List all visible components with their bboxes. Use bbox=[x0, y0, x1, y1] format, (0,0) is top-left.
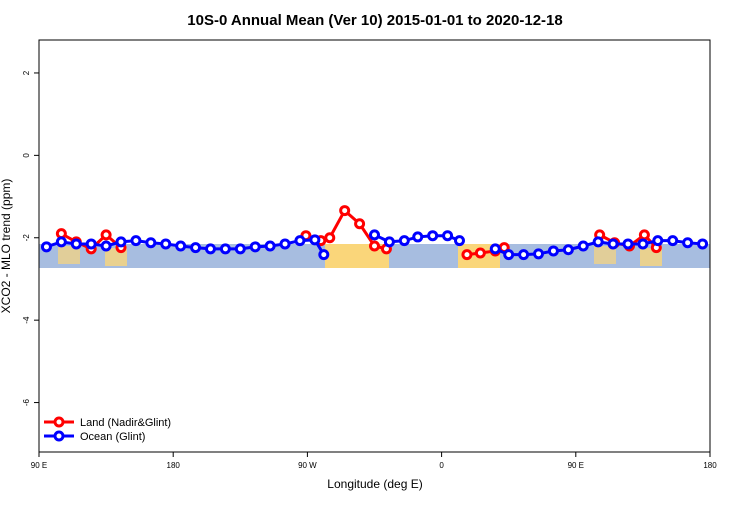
data-point bbox=[204, 243, 216, 255]
data-point bbox=[638, 229, 650, 241]
x-tick-label: 180 bbox=[167, 461, 181, 470]
plot-frame bbox=[38, 39, 711, 453]
x-tick-label: 90 E bbox=[568, 461, 584, 470]
data-point bbox=[442, 230, 454, 242]
data-point bbox=[234, 243, 246, 255]
data-point bbox=[219, 243, 231, 255]
data-point bbox=[294, 235, 306, 247]
data-point bbox=[461, 249, 473, 261]
data-point bbox=[339, 205, 351, 217]
x-tick-label: 0 bbox=[439, 461, 444, 470]
data-point bbox=[562, 244, 574, 256]
data-point bbox=[383, 236, 395, 248]
data-point bbox=[607, 238, 619, 250]
data-point bbox=[249, 241, 261, 253]
legend-label: Land (Nadir&Glint) bbox=[80, 417, 171, 429]
data-point bbox=[622, 238, 634, 250]
data-point bbox=[190, 242, 202, 254]
data-point bbox=[518, 249, 530, 261]
data-point bbox=[40, 241, 52, 253]
data-point bbox=[85, 238, 97, 250]
data-point bbox=[175, 240, 187, 252]
chart-title: 10S-0 Annual Mean (Ver 10) 2015-01-01 to… bbox=[187, 12, 562, 29]
data-point bbox=[412, 231, 424, 243]
data-point bbox=[652, 235, 664, 247]
data-point bbox=[533, 248, 545, 260]
data-point bbox=[682, 237, 694, 249]
data-point bbox=[667, 235, 679, 247]
data-point bbox=[100, 229, 112, 241]
y-tick-label: 2 bbox=[22, 70, 31, 75]
data-point bbox=[160, 238, 172, 250]
legend-label: Ocean (Glint) bbox=[80, 431, 145, 443]
data-point bbox=[369, 240, 380, 252]
land-patch bbox=[58, 246, 80, 264]
data-point bbox=[55, 236, 67, 248]
data-point bbox=[130, 235, 142, 247]
data-point bbox=[637, 238, 649, 250]
data-point bbox=[474, 247, 486, 259]
data-point bbox=[453, 235, 465, 247]
data-point bbox=[503, 249, 515, 261]
data-point bbox=[427, 230, 439, 242]
y-tick-label: 0 bbox=[22, 153, 31, 158]
legend-marker bbox=[53, 430, 65, 442]
data-point bbox=[489, 243, 501, 255]
y-tick-label: -2 bbox=[22, 234, 31, 242]
data-point bbox=[100, 240, 112, 252]
legend-marker bbox=[53, 416, 65, 428]
data-point bbox=[70, 238, 82, 250]
data-point bbox=[592, 236, 604, 248]
data-point bbox=[369, 229, 380, 241]
data-point bbox=[309, 234, 321, 246]
x-tick-label: 90 W bbox=[298, 461, 317, 470]
data-point bbox=[324, 232, 336, 244]
data-point bbox=[354, 218, 366, 230]
data-point bbox=[697, 238, 709, 250]
data-point bbox=[577, 240, 589, 252]
data-point bbox=[547, 245, 559, 257]
land-patch bbox=[594, 246, 616, 264]
data-point bbox=[318, 249, 330, 261]
data-point bbox=[115, 236, 127, 248]
x-tick-label: 180 bbox=[703, 461, 717, 470]
y-tick-label: -6 bbox=[22, 398, 31, 406]
data-point bbox=[145, 237, 157, 249]
y-tick-label: -4 bbox=[22, 316, 31, 324]
x-axis-label: Longitude (deg E) bbox=[327, 477, 422, 491]
x-tick-label: 90 E bbox=[31, 461, 47, 470]
data-point bbox=[279, 238, 291, 250]
y-axis-label: XCO2 - MLO trend (ppm) bbox=[0, 179, 13, 314]
data-point bbox=[264, 240, 276, 252]
data-point bbox=[398, 235, 410, 247]
